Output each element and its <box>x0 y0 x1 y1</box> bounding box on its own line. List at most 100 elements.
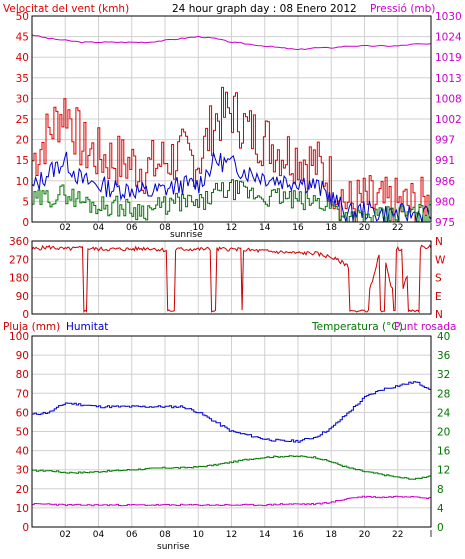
humidity-series <box>32 381 432 443</box>
temperature-tick-label: 8 <box>437 484 444 496</box>
sunrise-label-bottom: sunrise <box>157 542 190 552</box>
rain-humidity-tick-label: 100 <box>9 331 29 343</box>
temperature-tick-label: 16 <box>437 446 451 458</box>
x-tick-label: 04 <box>93 223 105 233</box>
direction-grid <box>32 241 431 314</box>
x-tick-label: 06 <box>126 530 138 540</box>
rain-humidity-ticks: 0 10 20 30 40 50 60 70 80 90 100 <box>9 331 29 534</box>
temperature-axis-title: Temperatura (°C) <box>311 321 403 333</box>
x-tick-label: 22 <box>392 223 403 233</box>
x-tick-label: 10 <box>193 223 205 233</box>
pressure-tick-label: 980 <box>435 196 455 208</box>
wind-average-series <box>31 151 432 223</box>
temperature-humidity-frame <box>31 335 432 528</box>
x-tick-label: 06 <box>126 223 138 233</box>
wind-tick-label: 30 <box>16 93 29 105</box>
x-tick-label: 12 <box>226 223 237 233</box>
rain-humidity-tick-label: 30 <box>16 465 29 477</box>
x-tick-label: 18 <box>326 530 338 540</box>
humidity-axis-title: Humitat <box>66 321 108 333</box>
pressure-tick-label: 1024 <box>435 32 462 44</box>
rain-axis-title: Pluja (mm) <box>3 321 60 333</box>
wind-tick-label: 10 <box>16 176 29 188</box>
compass-label: W <box>435 254 446 266</box>
x-tick-label: 14 <box>259 530 271 540</box>
pressure-tick-label: 1008 <box>435 93 462 105</box>
wind-tick-label: 40 <box>16 52 29 64</box>
temperature-tick-label: 28 <box>437 388 450 400</box>
wind-tick-label: 20 <box>16 135 29 147</box>
pressure-axis-title: Pressió (mb) <box>370 3 435 15</box>
x-tick-label: 10 <box>193 530 205 540</box>
rain-humidity-tick-label: 20 <box>16 484 29 496</box>
wind-tick-label: 50 <box>16 11 29 23</box>
rain-humidity-tick-label: 0 <box>22 522 29 534</box>
direction-tick-label: 0 <box>22 309 29 321</box>
pressure-tick-label: 1013 <box>435 73 462 85</box>
chart-title: 24 hour graph day : 08 Enero 2012 <box>172 3 357 15</box>
x-tick-label: l <box>430 530 433 540</box>
x-tick-label: 08 <box>159 530 171 540</box>
pressure-axis-ticks: 975 980 986 991 997 1002 1008 1013 1019 1024 1030 <box>435 11 462 229</box>
temperature-tick-label: 4 <box>437 503 444 515</box>
temperature-ticks: 0 4 8 12 16 20 24 28 32 36 40 <box>437 331 451 534</box>
temperature-tick-label: 0 <box>437 522 444 534</box>
dewpoint-axis-title: Punt rosada <box>394 321 456 333</box>
temperature-tick-label: 40 <box>437 331 450 343</box>
x-tick-label: 02 <box>60 223 71 233</box>
x-tick-label: 22 <box>392 530 403 540</box>
wind-gust-series <box>32 86 431 223</box>
wind-axis-title: Velocitat del vent (kmh) <box>3 3 129 15</box>
compass-label: S <box>435 273 442 285</box>
x-tick-label: 02 <box>60 530 71 540</box>
temperature-tick-label: 36 <box>437 350 451 362</box>
compass-label: E <box>435 291 442 303</box>
x-tick-label: 20 <box>359 223 371 233</box>
pressure-series <box>31 34 432 51</box>
rain-humidity-tick-label: 10 <box>16 503 29 515</box>
wind-tick-label: 45 <box>16 32 29 44</box>
x-tick-label: 16 <box>292 223 304 233</box>
temperature-tick-label: 32 <box>437 369 450 381</box>
temperature-tick-label: 20 <box>437 427 450 439</box>
direction-degree-ticks: 0 90 180 270 360 <box>9 236 29 321</box>
wind-low-series <box>32 179 432 223</box>
temperature-tick-label: 12 <box>437 465 450 477</box>
wind-tick-label: 15 <box>16 155 29 167</box>
direction-tick-label: 360 <box>9 236 29 248</box>
compass-label: N <box>435 309 443 321</box>
wind-tick-label: 5 <box>22 196 29 208</box>
x-tick-label: l <box>430 223 433 233</box>
x-axis-ticks-bottom: 02 04 06 08 10 12 14 16 18 20 22 l <box>60 530 433 540</box>
x-tick-label: 20 <box>359 530 371 540</box>
wind-pressure-frame <box>31 15 432 223</box>
wind-tick-label: 25 <box>16 114 29 126</box>
x-tick-label: 08 <box>159 223 171 233</box>
wind-tick-label: 0 <box>22 217 29 229</box>
x-tick-label: 14 <box>259 223 271 233</box>
rain-humidity-tick-label: 70 <box>16 388 29 400</box>
x-axis-ticks-top: 02 04 06 08 10 12 14 16 18 20 22 l <box>60 223 433 233</box>
rain-humidity-tick-label: 80 <box>16 369 29 381</box>
x-tick-label: 16 <box>292 530 304 540</box>
pressure-tick-label: 1030 <box>435 11 462 23</box>
direction-tick-label: 270 <box>9 254 29 266</box>
sunrise-label-top: sunrise <box>170 230 203 240</box>
direction-tick-label: 180 <box>9 273 29 285</box>
rain-humidity-tick-label: 90 <box>16 350 29 362</box>
compass-label: N <box>435 236 443 248</box>
pressure-tick-label: 991 <box>435 155 455 167</box>
wind-direction-frame <box>31 240 432 315</box>
wind-tick-label: 35 <box>16 73 29 85</box>
x-tick-label: 04 <box>93 530 105 540</box>
direction-tick-label: 90 <box>16 291 29 303</box>
wind-pressure-grid <box>32 16 431 222</box>
wind-direction-series <box>31 244 432 314</box>
rain-humidity-tick-label: 60 <box>16 407 29 419</box>
